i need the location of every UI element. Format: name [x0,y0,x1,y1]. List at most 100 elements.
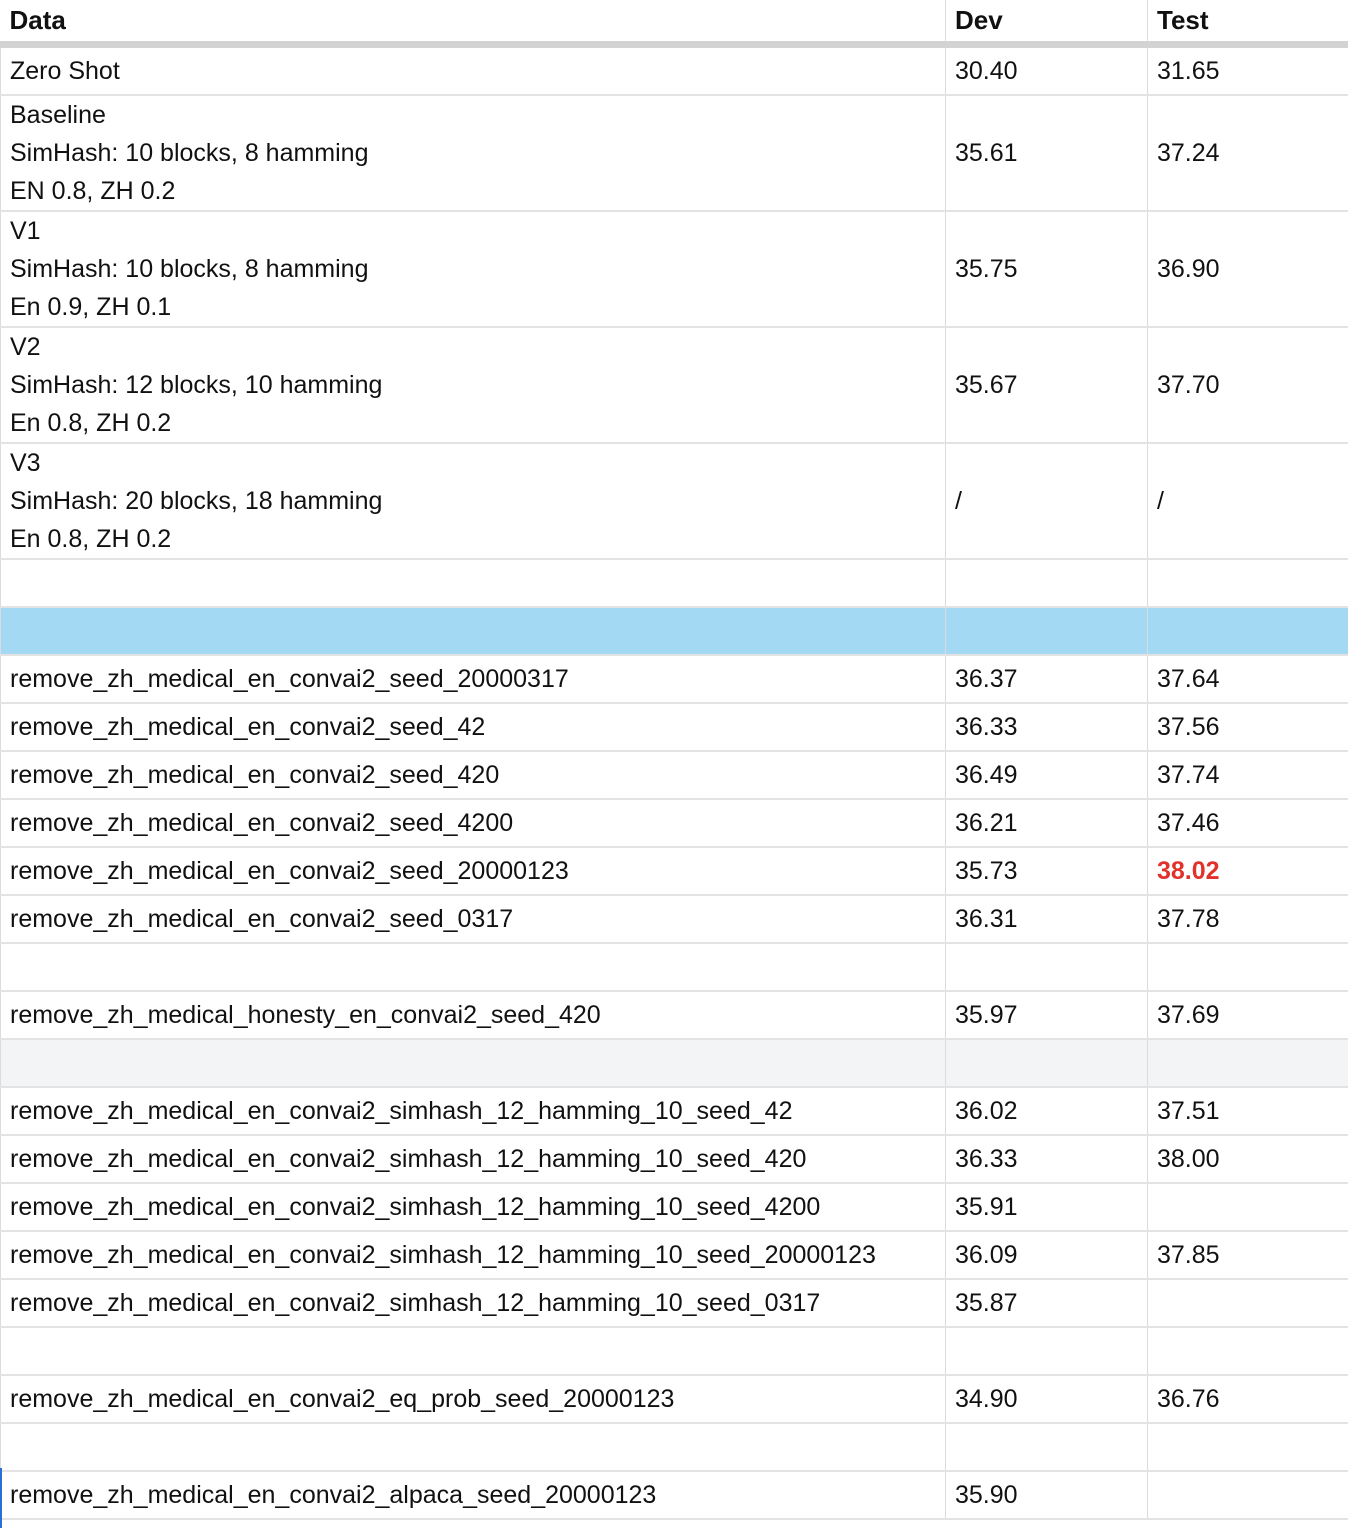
dev-cell[interactable]: 35.75 [945,210,1148,328]
test-cell[interactable] [1147,1182,1348,1232]
table-row: remove_zh_medical_en_convai2_alpaca_seed… [0,1470,1348,1520]
empty-cell[interactable] [945,1422,1148,1472]
empty-row [0,942,1348,992]
dev-cell[interactable]: 36.09 [945,1230,1148,1280]
dev-cell[interactable]: 36.33 [945,702,1148,752]
table-row: remove_zh_medical_en_convai2_simhash_12_… [0,1134,1348,1184]
band-cell[interactable] [945,606,1148,656]
empty-cell[interactable] [945,942,1148,992]
test-cell[interactable]: / [1147,442,1348,560]
empty-cell[interactable] [1147,1326,1348,1376]
band-cell[interactable] [0,606,946,656]
table-row: V1 SimHash: 10 blocks, 8 hamming En 0.9,… [0,210,1348,328]
data-cell[interactable]: V2 SimHash: 12 blocks, 10 hamming En 0.8… [0,326,946,444]
data-cell[interactable]: remove_zh_medical_en_convai2_simhash_12_… [0,1182,946,1232]
header-row: Data Dev Test [0,0,1348,48]
table-row: Baseline SimHash: 10 blocks, 8 hamming E… [0,94,1348,212]
test-cell[interactable]: 38.00 [1147,1134,1348,1184]
dev-cell[interactable]: 30.40 [945,44,1148,96]
dev-cell[interactable]: 35.91 [945,1182,1148,1232]
test-cell[interactable] [1147,1278,1348,1328]
table-row: remove_zh_medical_en_convai2_seed_42 36.… [0,702,1348,752]
data-cell[interactable]: remove_zh_medical_en_convai2_seed_4200 [0,798,946,848]
test-cell[interactable]: 37.51 [1147,1086,1348,1136]
test-cell[interactable]: 36.90 [1147,210,1348,328]
dev-cell[interactable]: 36.31 [945,894,1148,944]
data-cell[interactable]: remove_zh_medical_en_convai2_alpaca_seed… [0,1470,946,1520]
test-cell[interactable]: 37.64 [1147,654,1348,704]
dev-cell[interactable]: 35.61 [945,94,1148,212]
data-cell[interactable]: remove_zh_medical_en_convai2_seed_420 [0,750,946,800]
test-cell[interactable]: 31.65 [1147,44,1348,96]
test-cell[interactable]: 37.56 [1147,702,1348,752]
empty-cell[interactable] [1147,1422,1348,1472]
data-cell[interactable]: remove_zh_medical_en_convai2_simhash_12_… [0,1086,946,1136]
band-cell[interactable] [945,1038,1148,1088]
empty-cell[interactable] [1147,558,1348,608]
empty-cell[interactable] [0,942,946,992]
data-cell[interactable]: remove_zh_medical_en_convai2_simhash_12_… [0,1278,946,1328]
empty-cell[interactable] [1147,942,1348,992]
cell-line: V3 [10,448,41,477]
band-cell[interactable] [1147,1038,1348,1088]
cell-line: SimHash: 12 blocks, 10 hamming [10,370,383,399]
dev-cell[interactable]: 36.33 [945,1134,1148,1184]
dev-cell[interactable]: 36.21 [945,798,1148,848]
empty-cell[interactable] [0,1422,946,1472]
dev-cell[interactable]: 35.97 [945,990,1148,1040]
table-row: remove_zh_medical_en_convai2_seed_200003… [0,654,1348,704]
table-row: remove_zh_medical_en_convai2_simhash_12_… [0,1230,1348,1280]
data-cell[interactable]: remove_zh_medical_en_convai2_simhash_12_… [0,1134,946,1184]
data-cell[interactable]: Zero Shot [0,44,946,96]
dev-cell[interactable]: 36.37 [945,654,1148,704]
column-header-test[interactable]: Test [1147,0,1348,48]
data-cell[interactable]: remove_zh_medical_honesty_en_convai2_see… [0,990,946,1040]
dev-cell[interactable]: 36.49 [945,750,1148,800]
test-cell[interactable]: 37.74 [1147,750,1348,800]
table-row: remove_zh_medical_en_convai2_seed_200001… [0,846,1348,896]
band-cell[interactable] [1147,606,1348,656]
table-row: remove_zh_medical_honesty_en_convai2_see… [0,990,1348,1040]
data-cell[interactable]: remove_zh_medical_en_convai2_seed_42 [0,702,946,752]
test-cell-highlighted[interactable]: 38.02 [1147,846,1348,896]
data-cell[interactable]: remove_zh_medical_en_convai2_eq_prob_see… [0,1374,946,1424]
data-cell[interactable]: remove_zh_medical_en_convai2_seed_200003… [0,654,946,704]
data-cell[interactable]: Baseline SimHash: 10 blocks, 8 hamming E… [0,94,946,212]
dev-cell[interactable]: 35.73 [945,846,1148,896]
data-cell[interactable]: V3 SimHash: 20 blocks, 18 hamming En 0.8… [0,442,946,560]
column-header-dev[interactable]: Dev [945,0,1148,48]
test-cell[interactable]: 37.69 [1147,990,1348,1040]
empty-cell[interactable] [945,1326,1148,1376]
test-cell[interactable]: 37.70 [1147,326,1348,444]
dev-cell[interactable]: 35.67 [945,326,1148,444]
test-cell[interactable]: 37.85 [1147,1230,1348,1280]
cell-line: V2 [10,332,41,361]
column-header-data[interactable]: Data [0,0,946,48]
data-cell[interactable]: remove_zh_medical_en_convai2_seed_0317 [0,894,946,944]
empty-cell[interactable] [945,558,1148,608]
band-cell[interactable] [0,1038,946,1088]
test-cell[interactable]: 37.46 [1147,798,1348,848]
dev-cell[interactable]: 35.90 [945,1470,1148,1520]
table-row: V2 SimHash: 12 blocks, 10 hamming En 0.8… [0,326,1348,444]
data-cell[interactable]: remove_zh_medical_en_convai2_simhash_12_… [0,1230,946,1280]
dev-cell[interactable]: / [945,442,1148,560]
test-cell[interactable]: 37.24 [1147,94,1348,212]
test-cell-selected[interactable] [1147,1470,1348,1520]
test-cell[interactable]: 37.78 [1147,894,1348,944]
dev-cell[interactable]: 36.02 [945,1086,1148,1136]
table-row: remove_zh_medical_en_convai2_simhash_12_… [0,1182,1348,1232]
row-selection-indicator [0,1468,2,1528]
table-row: V3 SimHash: 20 blocks, 18 hamming En 0.8… [0,442,1348,560]
data-cell[interactable]: V1 SimHash: 10 blocks, 8 hamming En 0.9,… [0,210,946,328]
empty-row [0,1422,1348,1472]
dev-cell[interactable]: 34.90 [945,1374,1148,1424]
empty-cell[interactable] [0,558,946,608]
test-cell[interactable]: 36.76 [1147,1374,1348,1424]
empty-cell[interactable] [0,1326,946,1376]
table-row: remove_zh_medical_en_convai2_seed_4200 3… [0,798,1348,848]
dev-cell[interactable]: 35.87 [945,1278,1148,1328]
data-cell[interactable]: remove_zh_medical_en_convai2_seed_200001… [0,846,946,896]
